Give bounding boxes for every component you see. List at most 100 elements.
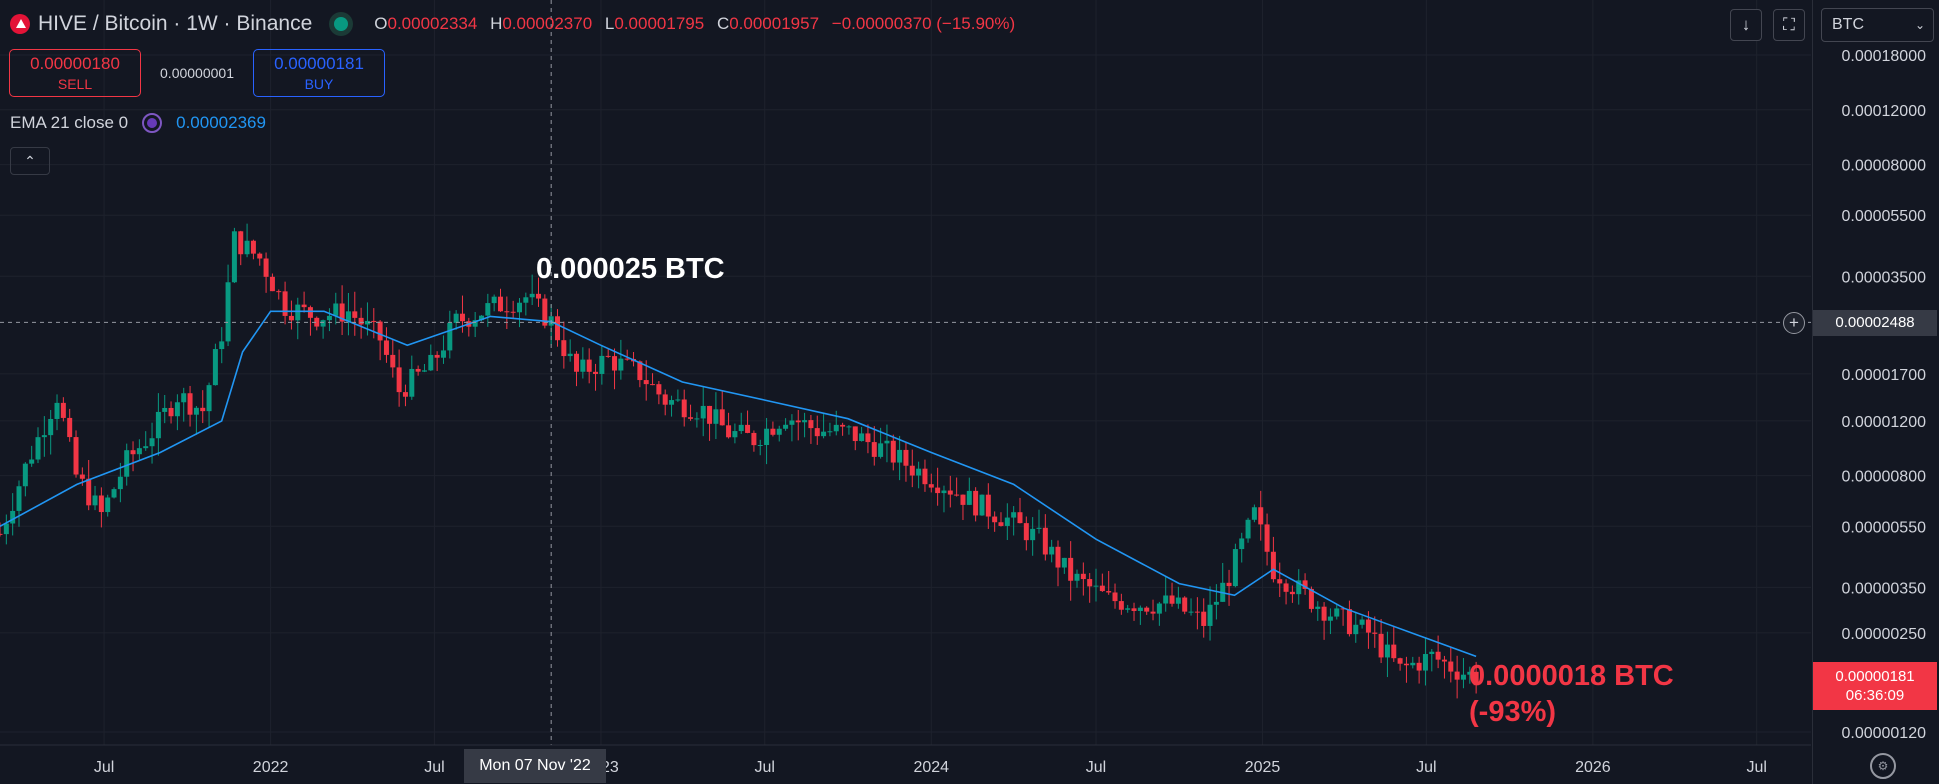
candle-body (364, 320, 370, 325)
collapse-legend-button[interactable]: ⌃ (10, 147, 50, 175)
market-status-icon[interactable] (334, 17, 349, 31)
candle-body (840, 424, 846, 427)
candle-body (263, 258, 269, 277)
price-tick-label: 0.00001200 (1841, 414, 1926, 431)
candle-body (282, 291, 288, 316)
candle-body (1042, 527, 1048, 555)
candle-body (174, 402, 180, 417)
crosshair-price-label: 0.00002488 (1813, 310, 1937, 336)
candle-body (555, 316, 561, 341)
candle-body (1321, 606, 1327, 621)
candle-body (35, 437, 41, 460)
price-tick-label: 0.00018000 (1841, 48, 1926, 65)
candle-body (1017, 512, 1023, 524)
buy-button[interactable]: 0.00000181 BUY (253, 49, 385, 97)
candle-body (320, 320, 326, 327)
candle-body (878, 443, 884, 457)
candle-body (1213, 601, 1219, 605)
candle-body (732, 431, 738, 438)
price-tick-label: 0.00005500 (1841, 208, 1926, 225)
candle-body (339, 303, 345, 322)
candle-body (1340, 608, 1346, 610)
candle-body (288, 315, 294, 321)
candle-body (1011, 512, 1017, 518)
download-button[interactable]: ↓ (1730, 9, 1762, 41)
candle-body (1055, 546, 1061, 568)
bar-countdown: 06:36:09 (1845, 687, 1905, 704)
indicator-label[interactable]: EMA 21 close 0 (10, 113, 129, 132)
candle-body (707, 405, 713, 424)
ema-line (0, 310, 1477, 658)
candle-body (1258, 507, 1264, 525)
currency-select[interactable]: BTC ⌄ (1821, 8, 1934, 42)
fullscreen-icon: ⛶ (1783, 15, 1795, 34)
candle-body (726, 425, 732, 438)
ohlc-o-label: O (374, 14, 388, 33)
candle-body (1422, 654, 1428, 671)
sell-button[interactable]: 0.00000180 SELL (9, 49, 141, 97)
candle-body (1245, 519, 1251, 539)
candle-body (510, 311, 516, 313)
candle-body (935, 487, 941, 494)
currency-select-value: BTC (1832, 16, 1864, 33)
candle-body (1207, 604, 1213, 626)
candle-body (1226, 582, 1232, 587)
candle-body (960, 494, 966, 505)
price-tick-label: 0.00000120 (1841, 725, 1926, 742)
candle-body (219, 341, 225, 350)
candle-body (491, 296, 497, 304)
candle-body (1068, 557, 1074, 581)
chevron-up-icon: ⌃ (24, 153, 36, 169)
sync-icon[interactable] (142, 113, 163, 133)
candle-body (998, 522, 1004, 526)
ohlc-o-value: 0.00002334 (387, 14, 478, 33)
candle-body (1346, 609, 1352, 635)
candle-body (947, 490, 953, 495)
current-price: 0.00000181 (1835, 668, 1915, 685)
price-tick-label: 0.00008000 (1841, 158, 1926, 175)
candle-body (1289, 591, 1295, 595)
candle-body (250, 240, 256, 254)
indicator-legend[interactable]: EMA 21 close 0 0.00002369 (10, 113, 266, 133)
candle-body (54, 402, 60, 419)
time-tick-label: Jul (755, 759, 775, 776)
candle-body (257, 253, 263, 259)
candle-body (421, 370, 427, 372)
fullscreen-button[interactable]: ⛶ (1773, 9, 1805, 41)
annotation-top: 0.000025 BTC (536, 253, 725, 285)
candle-body (200, 407, 206, 412)
ohlc-h-value: 0.00002370 (502, 14, 593, 33)
candle-body (580, 359, 586, 372)
candle-body (60, 402, 66, 418)
candle-body (98, 495, 104, 513)
candle-body (1251, 507, 1257, 520)
candle-body (276, 291, 282, 293)
price-tick-label: 0.00000550 (1841, 519, 1926, 536)
time-tick-label: Jul (424, 759, 444, 776)
candle-body (529, 293, 535, 298)
add-alert-plus-icon[interactable]: + (1783, 312, 1805, 334)
candle-body (1277, 579, 1283, 584)
candle-body (954, 494, 960, 496)
candle-body (225, 282, 231, 342)
settings-gear-icon[interactable]: ⚙ (1870, 753, 1896, 779)
candle-body (719, 409, 725, 426)
candle-body (1049, 546, 1055, 555)
candle-body (662, 394, 668, 405)
candle-body (409, 368, 415, 397)
candle-body (1099, 585, 1105, 592)
candle-body (928, 484, 934, 488)
ohlc-c-label: C (716, 14, 730, 33)
time-tick-label: 2022 (253, 759, 289, 776)
annotation-bottom-line1: 0.0000018 BTC (1469, 660, 1674, 692)
candle-body (238, 231, 244, 255)
candle-body (1302, 580, 1308, 589)
candle-body (916, 468, 922, 476)
price-axis-ticks: 0.00018000 0.00012000 0.00008000 0.00005500… (1841, 48, 1926, 742)
symbol-title[interactable]: HIVE / Bitcoin · 1W · Binance (38, 12, 313, 35)
candle-body (1201, 611, 1207, 626)
candle-body (1080, 573, 1086, 580)
candle-body (612, 356, 618, 371)
candle-body (1036, 527, 1042, 529)
